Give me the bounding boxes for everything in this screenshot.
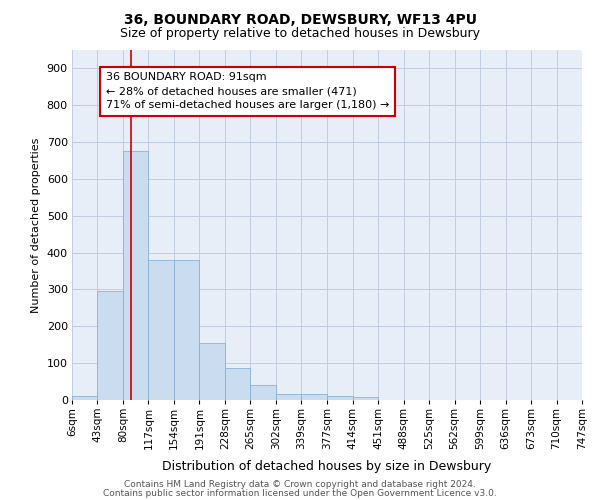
Bar: [353, 397, 378, 400]
Bar: [199, 343, 225, 400]
Text: 36, BOUNDARY ROAD, DEWSBURY, WF13 4PU: 36, BOUNDARY ROAD, DEWSBURY, WF13 4PU: [124, 12, 476, 26]
Bar: [276, 394, 301, 400]
Text: Size of property relative to detached houses in Dewsbury: Size of property relative to detached ho…: [120, 28, 480, 40]
Bar: [123, 152, 148, 400]
Text: 36 BOUNDARY ROAD: 91sqm
← 28% of detached houses are smaller (471)
71% of semi-d: 36 BOUNDARY ROAD: 91sqm ← 28% of detache…: [106, 72, 389, 110]
Bar: [148, 260, 174, 400]
Bar: [250, 386, 276, 400]
Bar: [72, 396, 97, 400]
Bar: [97, 292, 123, 400]
Bar: [225, 368, 250, 400]
Text: Contains HM Land Registry data © Crown copyright and database right 2024.: Contains HM Land Registry data © Crown c…: [124, 480, 476, 489]
Y-axis label: Number of detached properties: Number of detached properties: [31, 138, 41, 312]
Text: Contains public sector information licensed under the Open Government Licence v3: Contains public sector information licen…: [103, 488, 497, 498]
Bar: [174, 260, 199, 400]
Bar: [301, 394, 328, 400]
X-axis label: Distribution of detached houses by size in Dewsbury: Distribution of detached houses by size …: [163, 460, 491, 473]
Bar: [328, 396, 353, 400]
